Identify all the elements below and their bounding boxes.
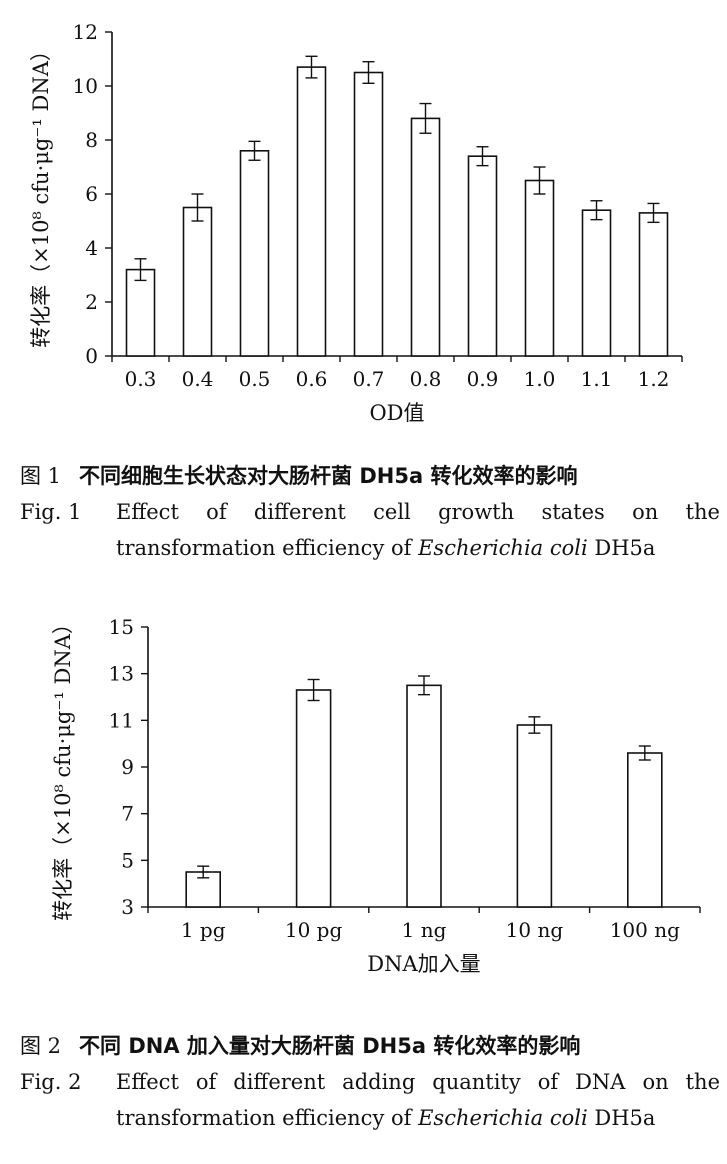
species-name: Escherichia coli: [418, 1106, 588, 1130]
y-tick-label: 7: [121, 802, 134, 826]
bar: [524, 179, 555, 357]
y-axis-label: 转化率（×10⁸ cfu·μg⁻¹ DNA）: [51, 613, 75, 921]
bar: [406, 684, 442, 908]
figure-1-title-en: Effect of different cell growth states o…: [116, 500, 720, 560]
bar: [467, 155, 498, 357]
x-tick-label: 1.2: [638, 367, 670, 391]
x-tick-label: 0.9: [467, 367, 499, 391]
x-tick-label: 1 ng: [402, 918, 447, 942]
x-tick-label: 1.0: [524, 367, 556, 391]
figure-1-caption-cn: 图 1 不同细胞生长状态对大肠杆菌 DH5a 转化效率的影响: [20, 458, 720, 494]
y-tick-label: 4: [85, 236, 98, 260]
figure-1-number-en: Fig. 1: [20, 500, 82, 524]
bar: [581, 209, 612, 357]
figure-1-caption-en: Fig. 1 Effect of different cell growth s…: [20, 494, 720, 566]
x-axis-label: OD值: [369, 401, 424, 425]
figure-2-caption: 图 2 不同 DNA 加入量对大肠杆菌 DH5a 转化效率的影响 Fig. 2 E…: [20, 1028, 720, 1136]
figure-1-caption: 图 1 不同细胞生长状态对大肠杆菌 DH5a 转化效率的影响 Fig. 1 Eff…: [20, 458, 720, 566]
species-name: Escherichia coli: [418, 536, 588, 560]
bar: [516, 724, 553, 908]
x-tick-label: 10 pg: [285, 918, 343, 942]
y-tick-label: 0: [85, 344, 98, 368]
y-tick-label: 12: [73, 20, 98, 44]
figure-2-caption-en: Fig. 2 Effect of different adding quanti…: [20, 1064, 720, 1136]
y-tick-label: 10: [73, 74, 98, 98]
x-tick-label: 1.1: [581, 367, 613, 391]
x-axis-label: DNA加入量: [367, 952, 480, 976]
y-tick-label: 6: [85, 182, 98, 206]
y-axis-label: 转化率（×10⁸ cfu·μg⁻¹ DNA）: [29, 40, 53, 348]
figure-2-number-en: Fig. 2: [20, 1070, 82, 1094]
bar: [295, 689, 332, 908]
x-tick-label: 0.3: [125, 367, 157, 391]
chart-od-value: 0 2 4 6 8 10 12 0.3 0.4 0.5 0.6 0.7 0.8 0.9 1.0 1.1 1.2 O…: [29, 20, 683, 425]
y-tick-label: 8: [85, 128, 98, 152]
figure-2-caption-cn: 图 2 不同 DNA 加入量对大肠杆菌 DH5a 转化效率的影响: [20, 1028, 720, 1064]
figure-1-title-cn: 不同细胞生长状态对大肠杆菌 DH5a 转化效率的影响: [79, 464, 578, 488]
chart-dna-amount: 3 5 7 9 11 13 15 1 pg 10 pg 1 ng 10 ng 100 ng DNA加入量…: [51, 613, 701, 976]
y-tick-label: 15: [109, 615, 134, 639]
bar: [410, 117, 441, 357]
y-tick-label: 9: [121, 755, 134, 779]
figure-2-title-cn: 不同 DNA 加入量对大肠杆菌 DH5a 转化效率的影响: [79, 1034, 581, 1058]
x-tick-label: 10 ng: [506, 918, 564, 942]
bar: [125, 268, 156, 357]
y-tick-label: 11: [109, 708, 134, 732]
bar: [626, 752, 663, 908]
bar: [182, 206, 213, 357]
figure-2-number-cn: 图 2: [20, 1034, 62, 1058]
y-tick-label: 5: [121, 848, 134, 872]
y-tick-label: 13: [109, 662, 134, 686]
figure-1-number-cn: 图 1: [20, 464, 62, 488]
x-tick-label: 0.6: [296, 367, 328, 391]
x-tick-label: 0.7: [353, 367, 385, 391]
bar: [239, 150, 270, 357]
x-tick-label: 0.4: [182, 367, 214, 391]
x-tick-label: 0.5: [239, 367, 271, 391]
bar: [638, 212, 669, 357]
x-tick-label: 0.8: [410, 367, 442, 391]
bar: [353, 71, 384, 357]
x-tick-label: 1 pg: [181, 918, 226, 942]
y-tick-label: 2: [85, 290, 98, 314]
x-tick-label: 100 ng: [610, 918, 680, 942]
y-tick-label: 3: [121, 895, 134, 919]
bar: [296, 66, 327, 357]
figure-2-title-en: Effect of different adding quantity of D…: [116, 1070, 720, 1130]
